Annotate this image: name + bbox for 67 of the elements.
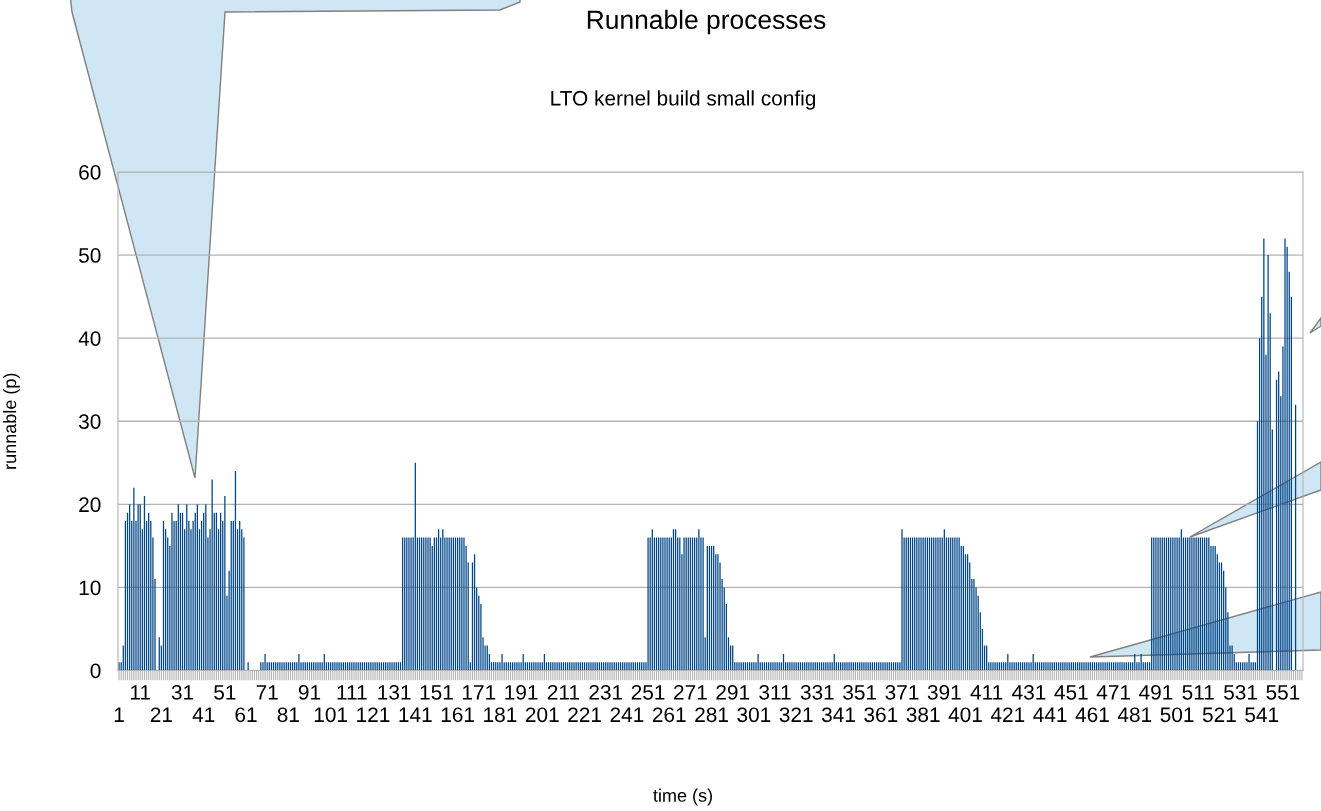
x-tick-label: 231	[589, 684, 623, 700]
x-tick-label: 501	[1160, 707, 1194, 723]
y-tick-label: 50	[79, 248, 101, 263]
x-tick-label: 1	[114, 707, 124, 722]
x-tick-label: 411	[970, 685, 1003, 700]
x-tick-label: 371	[885, 684, 919, 700]
y-tick-label: 10	[79, 580, 101, 596]
x-tick-label: 551	[1266, 685, 1300, 700]
y-tick-label: 0	[90, 663, 101, 679]
y-axis-title: runnable (p)	[3, 373, 20, 469]
x-tick-label: 111	[337, 685, 367, 700]
x-tick-label: 141	[399, 707, 432, 722]
y-tick-label: 30	[78, 414, 101, 429]
x-tick-label: 431	[1012, 684, 1046, 700]
x-tick-label: 401	[948, 707, 982, 723]
x-tick-label: 21	[150, 707, 172, 722]
x-tick-label: 421	[990, 707, 1025, 722]
x-tick-label: 171	[463, 685, 496, 700]
x-tick-label: 531	[1224, 684, 1257, 700]
x-tick-label: 381	[906, 707, 940, 723]
x-tick-label: 51	[214, 685, 236, 700]
x-tick-label: 241	[610, 707, 644, 722]
chart-title: Runnable processes	[587, 9, 826, 35]
x-tick-label: 361	[864, 707, 898, 723]
x-tick-label: 471	[1096, 685, 1130, 700]
x-tick-label: 301	[737, 707, 771, 723]
y-tick-label: 20	[79, 497, 101, 513]
x-tick-label: 121	[357, 707, 390, 722]
x-tick-label: 441	[1033, 707, 1067, 722]
x-tick-label: 161	[441, 707, 474, 723]
x-tick-label: 321	[779, 707, 813, 723]
x-tick-label: 281	[695, 707, 728, 723]
x-tick-label: 491	[1139, 684, 1173, 700]
x-axis-title: time (s)	[653, 788, 712, 806]
chart-subtitle: LTO kernel build small config	[551, 90, 816, 110]
x-tick-label: 211	[547, 684, 580, 700]
x-tick-label: 271	[674, 684, 707, 700]
x-tick-label: 31	[171, 684, 194, 700]
x-tick-label: 191	[505, 684, 538, 700]
x-tick-label: 11	[130, 685, 151, 700]
y-tick-label: 60	[79, 165, 101, 180]
x-tick-label: 201	[525, 707, 559, 723]
x-tick-label: 131	[378, 684, 411, 700]
x-tick-label: 151	[420, 685, 453, 700]
x-tick-label: 351	[843, 684, 877, 700]
x-tick-label: 101	[314, 707, 348, 723]
x-tick-label: 61	[235, 707, 257, 723]
x-tick-label: 541	[1245, 707, 1279, 723]
x-tick-label: 391	[927, 684, 961, 700]
x-tick-label: 41	[192, 707, 215, 722]
x-tick-label: 261	[652, 707, 686, 723]
x-tick-label: 311	[759, 684, 791, 700]
x-tick-label: 91	[298, 684, 321, 700]
y-tick-label: 40	[78, 331, 101, 346]
x-tick-label: 511	[1182, 685, 1214, 700]
x-tick-label: 461	[1075, 707, 1109, 723]
x-tick-label: 451	[1054, 685, 1088, 700]
x-tick-label: 181	[484, 707, 517, 723]
x-tick-label: 81	[277, 707, 299, 723]
x-tick-label: 331	[800, 684, 834, 700]
x-tick-label: 251	[631, 684, 665, 700]
x-tick-label: 291	[716, 684, 750, 700]
x-tick-label: 71	[256, 685, 278, 700]
x-tick-label: 221	[568, 707, 601, 722]
x-tick-label: 481	[1117, 707, 1152, 723]
x-tick-label: 341	[821, 707, 855, 723]
x-tick-label: 521	[1202, 707, 1236, 723]
